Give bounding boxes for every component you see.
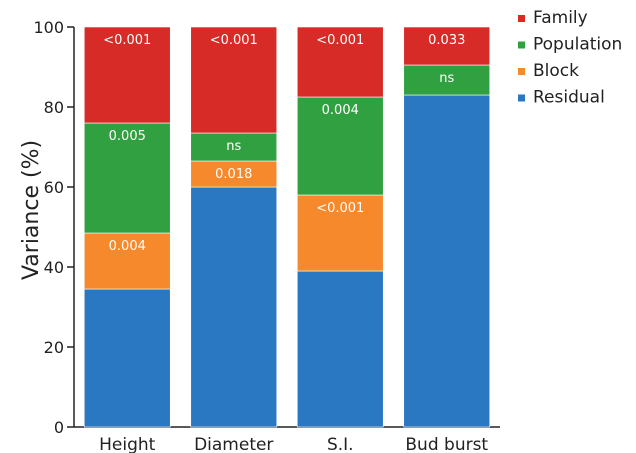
bar-segment-residual [403, 94, 491, 428]
segment-value-label: <0.001 [316, 33, 364, 48]
bars: 0.004 0.005 <0.001 Height 0.018 ns <0.001 Diame… [83, 26, 491, 453]
y-tick-label: 60 [44, 178, 64, 197]
segment-value-label: 0.005 [109, 129, 146, 144]
bar-segment-family [190, 26, 278, 134]
legend: Family Population Block Residual [518, 8, 622, 108]
bar-segment-residual [190, 186, 278, 428]
legend-label: Residual [533, 88, 605, 108]
segment-value-label: ns [439, 71, 454, 86]
y-tick-label: 100 [33, 18, 64, 37]
legend-swatch [518, 68, 525, 75]
y-axis-label: Variance (%) [19, 140, 44, 280]
legend-label: Block [533, 61, 579, 81]
bar-segment-block [296, 194, 384, 272]
x-category-label: Diameter [194, 435, 273, 453]
y-tick-label: 80 [44, 98, 64, 117]
segment-value-label: 0.004 [322, 103, 359, 118]
bar-segment-family [83, 26, 171, 124]
bar-segment-population [83, 122, 171, 234]
y-tick-label: 0 [54, 418, 64, 437]
y-tick-label: 40 [44, 258, 64, 277]
bar-segment-residual [83, 288, 171, 428]
segment-value-label: <0.001 [103, 33, 151, 48]
y-tick-label: 20 [44, 338, 64, 357]
segment-value-label: <0.001 [316, 201, 364, 216]
bar-segment-family [296, 26, 384, 98]
legend-swatch [518, 15, 525, 22]
bar-segment-population [403, 64, 491, 96]
legend-swatch [518, 94, 525, 102]
segment-value-label: 0.018 [215, 167, 252, 182]
x-category-label: S.I. [327, 435, 354, 453]
bar-segment-block [83, 232, 171, 290]
bar-segment-residual [296, 270, 384, 428]
bar-segment-family [403, 26, 491, 66]
legend-swatch [518, 41, 525, 49]
bar-segment-population [296, 96, 384, 196]
segment-value-label: ns [226, 139, 241, 154]
x-category-label: Bud burst [405, 435, 488, 453]
segment-value-label: 0.033 [428, 33, 465, 48]
segment-value-label: 0.004 [109, 239, 146, 254]
x-category-label: Height [99, 435, 156, 453]
legend-label: Family [533, 8, 588, 28]
legend-label: Population [533, 35, 622, 55]
segment-value-label: <0.001 [210, 33, 258, 48]
